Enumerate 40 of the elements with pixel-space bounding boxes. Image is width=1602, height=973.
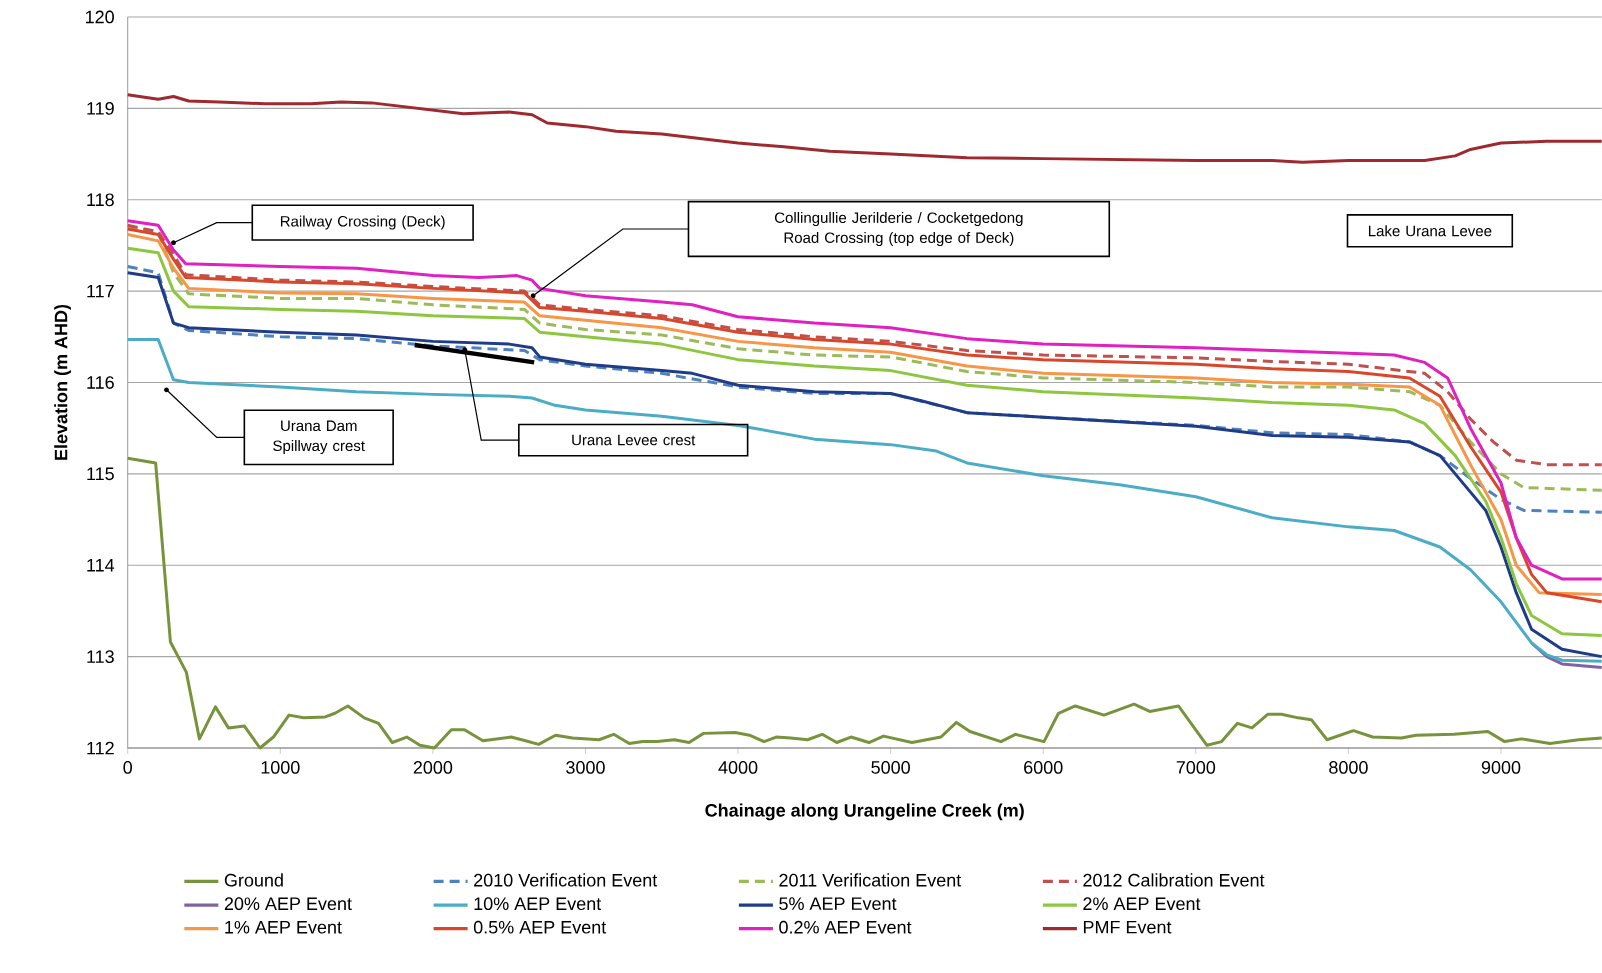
y-axis-title: Elevation (m AHD) (54, 304, 71, 460)
y-tick-label: 117 (87, 284, 114, 298)
y-tick-label: 113 (87, 650, 114, 664)
x-tick-label: 7000 (1176, 761, 1216, 774)
legend-label: 0.5% AEP Event (473, 920, 607, 934)
legend-label: 2011 Verification Event (779, 873, 962, 887)
annotation: Lake Urana Levee (1368, 225, 1492, 237)
legend-label: 2010 Verification Event (474, 873, 658, 887)
legend-label: 0.2% AEP Event (779, 920, 912, 934)
y-tick-label: 120 (86, 10, 114, 24)
line-series (126, 264, 1602, 514)
legend-label: 2012 Calibration Event (1083, 873, 1265, 887)
x-tick-label: 4000 (718, 761, 758, 774)
line-series (126, 338, 1602, 663)
y-tick-label: 112 (87, 741, 114, 755)
legend-label: 5% AEP Event (779, 897, 897, 911)
legend-label: 1% AEP Event (225, 920, 342, 934)
x-tick-label: 1000 (261, 761, 300, 774)
annotation: Railway Crossing (Deck) (280, 215, 445, 230)
y-tick-label: 114 (87, 559, 115, 572)
x-tick-label: 5000 (871, 761, 910, 774)
legend-label: Ground (224, 873, 283, 887)
annotation: Urana Dam Spillway crest (273, 420, 365, 455)
legend-label: 10% AEP Event (474, 897, 602, 911)
annotation: Collingullie Jerilderie / Cocketgedong Road Crossing (top edge of Deck) (774, 211, 1023, 246)
legend-label: PMF Event (1083, 920, 1172, 934)
x-tick-label: 9000 (1481, 761, 1521, 774)
y-tick-label: 116 (87, 376, 114, 389)
y-tick-label: 119 (87, 102, 114, 115)
legend-label: 20% AEP Event (224, 897, 352, 911)
x-tick-label: 8000 (1329, 761, 1368, 774)
x-axis-title: Chainage along Urangeline Creek (m) (705, 803, 1024, 821)
x-tick-label: 2000 (413, 761, 453, 774)
x-tick-label: 6000 (1024, 761, 1063, 774)
y-tick-label: 118 (87, 193, 114, 207)
annotation: Urana Levee crest (572, 434, 696, 446)
legend-label: 2% AEP Event (1083, 897, 1201, 911)
x-tick-label: 3000 (566, 761, 605, 774)
x-tick-label: 0 (123, 761, 133, 774)
y-tick-label: 115 (87, 467, 114, 481)
